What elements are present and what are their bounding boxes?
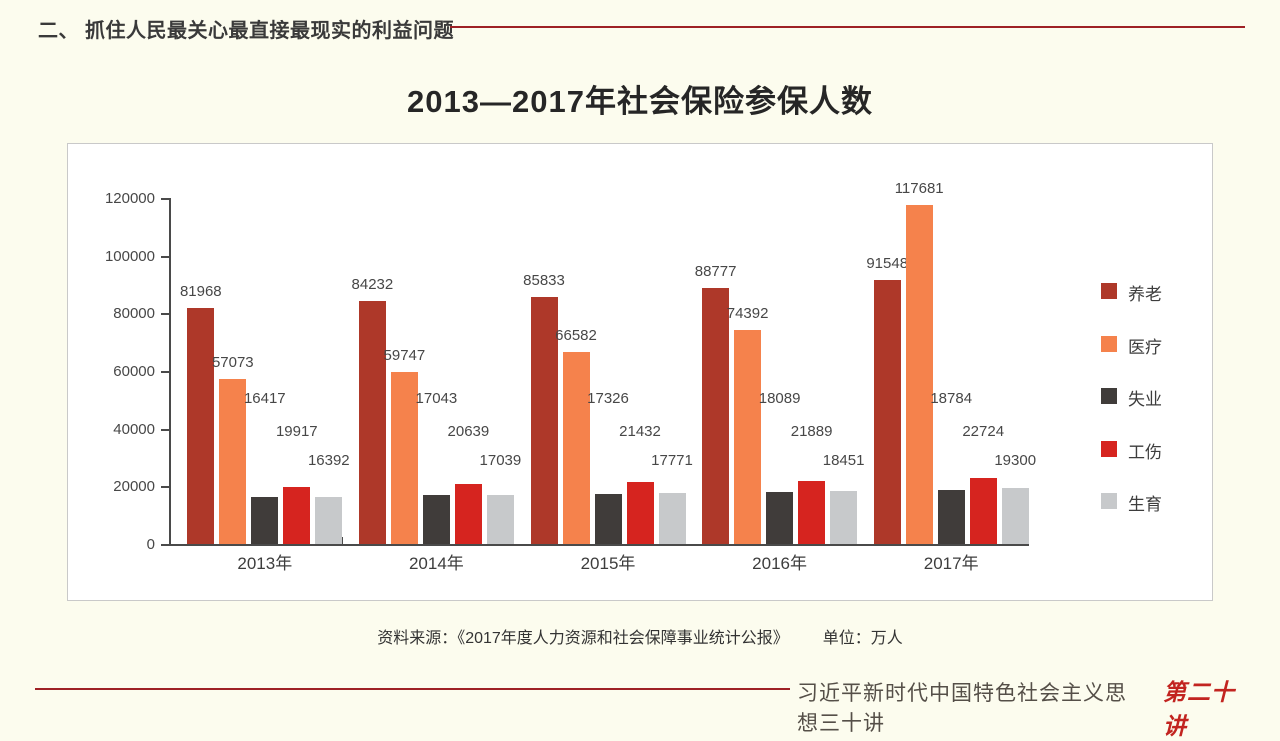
bar-value-label: 18784 — [930, 390, 973, 407]
legend-item-养老: 养老 — [1101, 283, 1211, 304]
x-axis-category-label: 2017年 — [923, 554, 979, 573]
bar-养老-2015年 — [530, 296, 558, 544]
y-axis-tick — [161, 428, 169, 431]
x-axis-category-label: 2013年 — [237, 554, 293, 573]
bar-生育-2017年 — [1001, 488, 1029, 544]
source-note: 资料来源：《2017年度人力资源和社会保障事业统计公报》 单位：万人 — [0, 624, 1280, 648]
bar-生育-2014年 — [486, 494, 514, 544]
bar-value-label: 20639 — [447, 423, 490, 440]
legend-swatch-养老 — [1101, 283, 1117, 299]
footer-divider-line — [35, 688, 790, 690]
bar-value-label: 57073 — [211, 354, 254, 372]
bar-value-label: 17326 — [587, 390, 629, 407]
bar-工伤-2017年 — [969, 478, 997, 544]
slide: 二、 抓住人民最关心最直接最现实的利益问题 2013—2017年社会保险参保人数… — [0, 20, 1280, 740]
legend-item-失业: 失业 — [1101, 388, 1211, 409]
y-axis-tick-label: 0 — [146, 536, 155, 553]
legend-label-工伤: 工伤 — [1128, 442, 1162, 462]
y-axis-tick-label: 120000 — [104, 190, 155, 207]
bar-失业-2014年 — [422, 494, 450, 544]
bar-生育-2013年 — [315, 496, 343, 544]
bar-失业-2016年 — [766, 491, 794, 544]
bar-value-label: 18451 — [822, 452, 865, 469]
bar-value-label: 21432 — [619, 423, 661, 440]
y-axis-tick — [161, 371, 169, 373]
bar-value-label: 74392 — [726, 304, 769, 322]
unit-label: 单位：万人 — [822, 630, 903, 647]
legend-item-医疗: 医疗 — [1101, 335, 1211, 357]
bar-value-label: 84232 — [351, 276, 394, 294]
chart-title: 2013—2017年社会保险参保人数 — [407, 84, 873, 119]
bar-工伤-2013年 — [283, 486, 311, 544]
bar-value-label: 22724 — [962, 423, 1005, 440]
y-axis-tick — [161, 544, 169, 546]
bar-养老-2014年 — [358, 301, 386, 544]
bar-生育-2016年 — [830, 490, 858, 544]
y-axis-tick-label: 20000 — [113, 478, 155, 496]
y-axis-tick-label: 80000 — [113, 305, 155, 323]
bar-value-label: 91548 — [866, 255, 909, 273]
bar-生育-2015年 — [658, 492, 686, 544]
bar-医疗-2015年 — [562, 352, 590, 544]
legend-swatch-生育 — [1101, 493, 1117, 509]
bar-工伤-2014年 — [454, 484, 482, 544]
y-axis-line — [169, 198, 171, 546]
legend-label-失业: 失业 — [1128, 390, 1162, 409]
x-axis-line — [169, 544, 1029, 546]
bar-value-label: 17043 — [415, 390, 458, 407]
legend-swatch-医疗 — [1101, 335, 1117, 352]
bar-value-label: 17039 — [479, 452, 522, 469]
bar-value-label: 81968 — [179, 282, 222, 300]
legend-item-生育: 生育 — [1101, 493, 1211, 514]
y-axis-tick-label: 40000 — [113, 420, 155, 438]
bar-失业-2017年 — [937, 489, 965, 544]
source-label: 资料来源：《2017年度人力资源和社会保障事业统计公报》 — [377, 630, 789, 647]
legend-swatch-工伤 — [1101, 440, 1117, 457]
bar-养老-2017年 — [873, 280, 901, 544]
legend-label-医疗: 医疗 — [1128, 337, 1162, 357]
bar-养老-2013年 — [187, 307, 215, 544]
bar-value-label: 66582 — [555, 327, 597, 345]
x-axis-category-label: 2014年 — [408, 554, 464, 573]
section-header: 二、 抓住人民最关心最直接最现实的利益问题 — [38, 20, 455, 42]
bar-value-label: 19917 — [275, 423, 318, 440]
y-axis-tick — [161, 255, 169, 258]
x-axis-category-label: 2015年 — [580, 554, 636, 573]
bar-value-label: 88777 — [694, 263, 737, 281]
x-axis-tick — [169, 537, 171, 544]
bar-value-label: 21889 — [790, 423, 833, 440]
bar-医疗-2017年 — [905, 204, 933, 544]
legend-label-养老: 养老 — [1128, 285, 1162, 304]
bar-value-label: 16392 — [307, 452, 350, 469]
bar-value-label: 16417 — [243, 390, 286, 407]
y-axis-tick — [161, 198, 169, 200]
y-axis-tick-label: 100000 — [104, 247, 155, 265]
chart-area: 0 20000 40000 60000 80000 100000 120000 2013年 81… — [67, 143, 1213, 601]
bar-value-label: 59747 — [383, 346, 426, 364]
legend-swatch-失业 — [1101, 388, 1117, 404]
x-axis-category-label: 2016年 — [752, 554, 807, 573]
legend-item-工伤: 工伤 — [1101, 440, 1211, 462]
bar-value-label: 17771 — [651, 452, 693, 469]
footer-lecture-badge: 第二十讲 — [1163, 679, 1235, 740]
bar-失业-2013年 — [251, 496, 279, 544]
y-axis-tick-label: 60000 — [113, 363, 155, 380]
bar-失业-2015年 — [594, 494, 622, 544]
bar-value-label: 18089 — [758, 390, 801, 407]
bar-value-label: 117681 — [894, 179, 944, 197]
bar-工伤-2016年 — [798, 480, 826, 544]
bar-value-label: 19300 — [994, 452, 1037, 469]
bar-value-label: 85833 — [523, 271, 565, 289]
legend-label-生育: 生育 — [1128, 495, 1162, 514]
bar-养老-2016年 — [702, 288, 730, 544]
bar-医疗-2014年 — [390, 371, 418, 544]
bar-工伤-2015年 — [626, 482, 654, 544]
footer-series-title: 习近平新时代中国特色社会主义思想三十讲 — [797, 681, 1127, 735]
y-axis-tick — [161, 313, 169, 316]
header-divider-line — [450, 26, 1245, 28]
y-axis-tick — [161, 486, 169, 489]
bar-医疗-2013年 — [219, 379, 247, 544]
bar-医疗-2016年 — [734, 329, 762, 544]
